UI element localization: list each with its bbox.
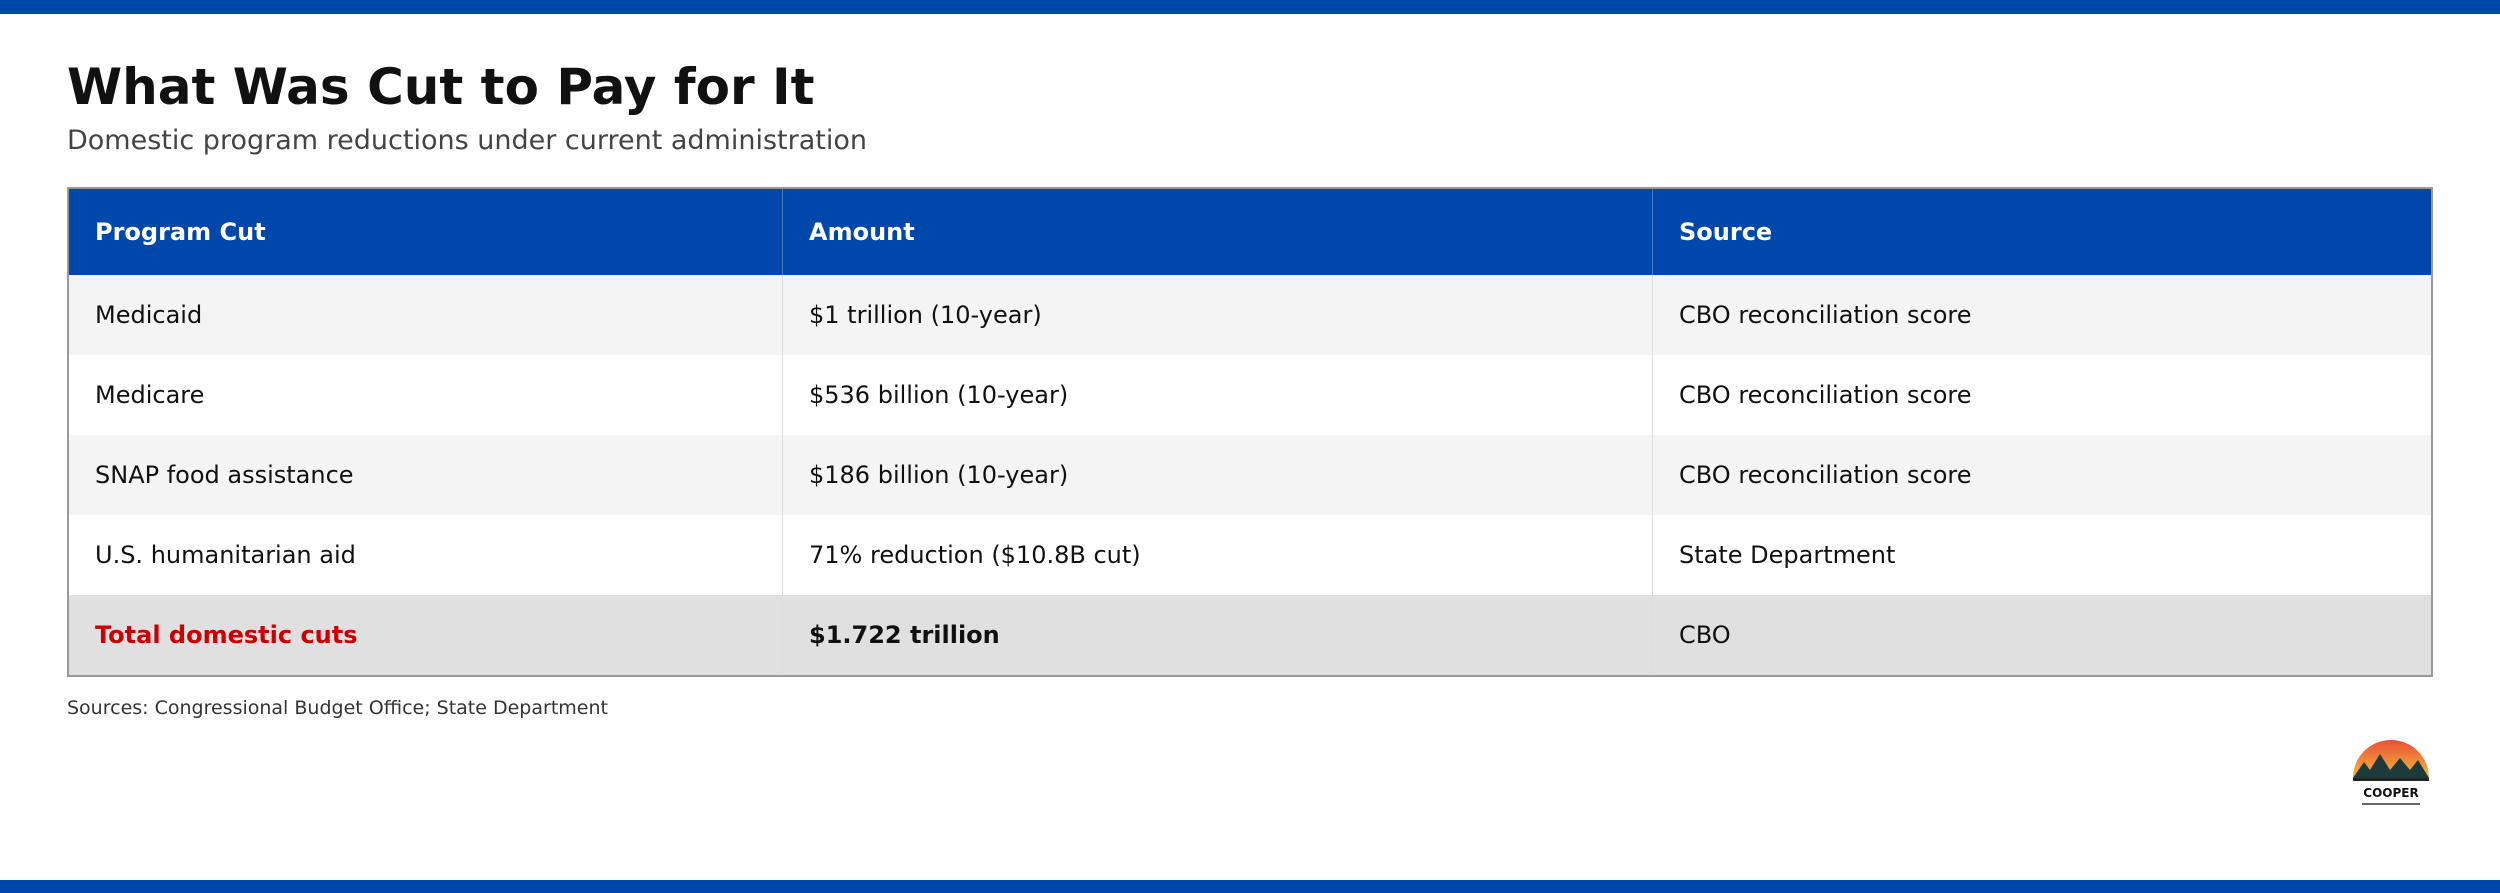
- table-row: SNAP food assistance $186 billion (10-yea…: [68, 435, 2433, 515]
- cuts-table: Program Cut Amount Source Medicaid $1 tri…: [67, 187, 2433, 677]
- table-cell: CBO reconciliation score: [1652, 435, 2433, 515]
- table-cell: State Department: [1652, 515, 2433, 595]
- table-cell: $1 trillion (10-year): [782, 275, 1653, 355]
- logo: COOPER: [2353, 740, 2429, 805]
- table-cell: CBO: [1652, 595, 2433, 676]
- table-cell: CBO reconciliation score: [1652, 275, 2433, 355]
- column-header: Program Cut: [68, 188, 783, 275]
- table-row: Medicare $536 billion (10-year) CBO reconc…: [68, 355, 2433, 435]
- table-cell: Medicaid: [68, 275, 783, 355]
- column-header: Source: [1652, 188, 2433, 275]
- table-row: Total domestic cuts $1.722 trillion CBO: [68, 595, 2433, 676]
- column-header: Amount: [782, 188, 1653, 275]
- table-body: Medicaid $1 trillion (10-year) CBO reconci…: [68, 275, 2433, 676]
- sources-note: Sources: Congressional Budget Office; St…: [67, 697, 608, 719]
- table-cell: SNAP food assistance: [68, 435, 783, 515]
- table-row: U.S. humanitarian aid 71% reduction ($10.…: [68, 515, 2433, 595]
- table-cell: $1.722 trillion: [782, 595, 1653, 676]
- logo-text: COOPER: [2363, 786, 2418, 800]
- header-row: Program Cut Amount Source: [68, 188, 2433, 275]
- top-bar: [0, 0, 2500, 14]
- table-cell: U.S. humanitarian aid: [68, 515, 783, 595]
- table-cell: 71% reduction ($10.8B cut): [782, 515, 1653, 595]
- table-cell: $186 billion (10-year): [782, 435, 1653, 515]
- table-row: Medicaid $1 trillion (10-year) CBO reconci…: [68, 275, 2433, 355]
- bottom-bar: [0, 880, 2500, 893]
- title: What Was Cut to Pay for It: [67, 58, 815, 116]
- table-cell: $536 billion (10-year): [782, 355, 1653, 435]
- table-cell: Medicare: [68, 355, 783, 435]
- table-cell: Total domestic cuts: [68, 595, 783, 676]
- table-cell: CBO reconciliation score: [1652, 355, 2433, 435]
- subtitle: Domestic program reductions under curren…: [67, 125, 867, 156]
